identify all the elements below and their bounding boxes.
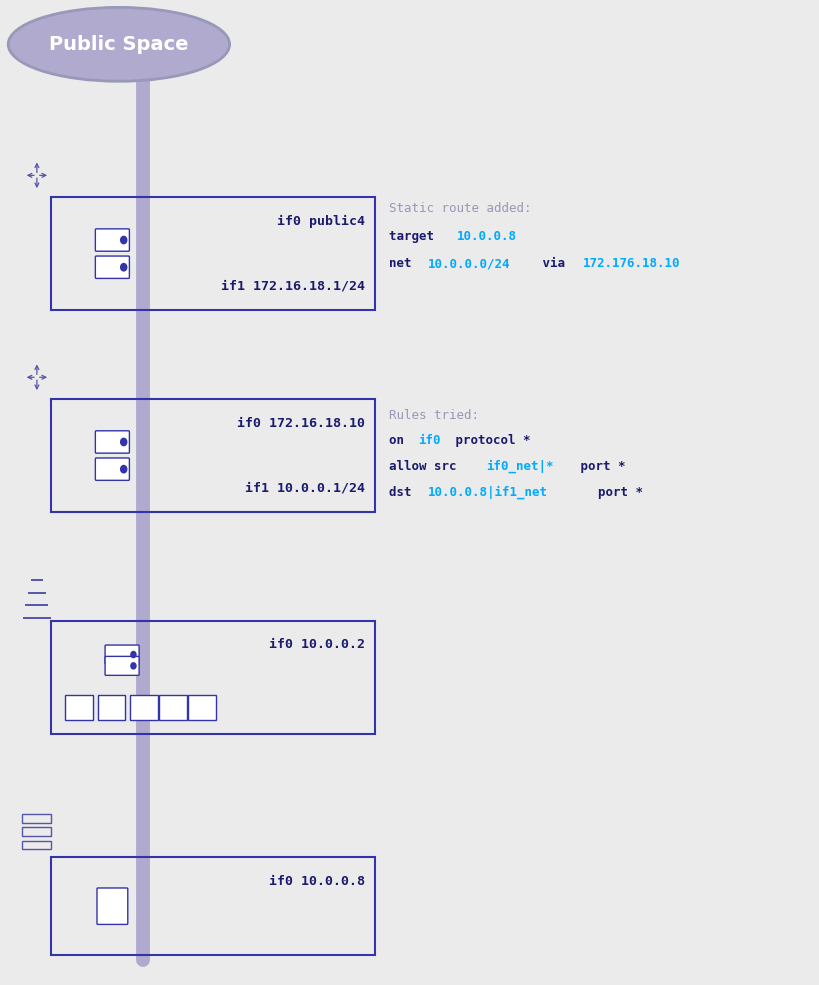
Text: if0_net|*: if0_net|* <box>486 460 553 474</box>
Text: dst: dst <box>389 486 419 498</box>
FancyBboxPatch shape <box>95 229 129 251</box>
Text: allow src: allow src <box>389 460 464 473</box>
Bar <box>22 827 52 836</box>
Text: port *: port * <box>572 460 625 473</box>
Bar <box>51 857 374 955</box>
Text: via: via <box>534 257 572 270</box>
Circle shape <box>120 236 127 243</box>
Bar <box>130 695 157 720</box>
Bar <box>159 695 187 720</box>
Text: 10.0.0.0/24: 10.0.0.0/24 <box>428 257 510 270</box>
Text: 172.176.18.10: 172.176.18.10 <box>582 257 680 270</box>
Ellipse shape <box>8 7 229 82</box>
Text: if0 10.0.0.8: if0 10.0.0.8 <box>269 875 364 887</box>
Text: Static route added:: Static route added: <box>389 202 532 215</box>
Text: if0 10.0.0.2: if0 10.0.0.2 <box>269 638 364 651</box>
FancyBboxPatch shape <box>95 256 129 279</box>
Circle shape <box>131 663 136 669</box>
Text: Public Space: Public Space <box>49 34 188 54</box>
Circle shape <box>120 466 127 473</box>
Bar <box>51 621 374 734</box>
Bar <box>22 841 52 849</box>
Bar <box>188 695 215 720</box>
Bar <box>22 814 52 822</box>
Bar <box>51 197 374 310</box>
Text: on: on <box>389 434 411 447</box>
Bar <box>97 695 125 720</box>
Bar <box>66 695 93 720</box>
Text: protocol *: protocol * <box>447 434 529 447</box>
FancyBboxPatch shape <box>105 656 139 676</box>
Text: 10.0.0.8|if1_net: 10.0.0.8|if1_net <box>428 486 548 499</box>
Text: if0 public4: if0 public4 <box>277 215 364 228</box>
FancyBboxPatch shape <box>105 645 139 664</box>
Text: net: net <box>389 257 419 270</box>
Circle shape <box>131 651 136 658</box>
Text: Rules tried:: Rules tried: <box>389 409 479 422</box>
FancyBboxPatch shape <box>95 458 129 481</box>
FancyBboxPatch shape <box>97 888 128 924</box>
Circle shape <box>120 264 127 271</box>
Text: if0: if0 <box>418 434 441 447</box>
FancyBboxPatch shape <box>95 430 129 453</box>
Text: if0 172.16.18.10: if0 172.16.18.10 <box>237 417 364 429</box>
Circle shape <box>120 438 127 445</box>
Text: if1 172.16.18.1/24: if1 172.16.18.1/24 <box>220 280 364 293</box>
Bar <box>51 399 374 512</box>
Text: 10.0.0.8: 10.0.0.8 <box>457 230 517 242</box>
Text: target: target <box>389 230 441 242</box>
Text: if1 10.0.0.1/24: if1 10.0.0.1/24 <box>245 482 364 494</box>
Text: port *: port * <box>582 486 642 498</box>
